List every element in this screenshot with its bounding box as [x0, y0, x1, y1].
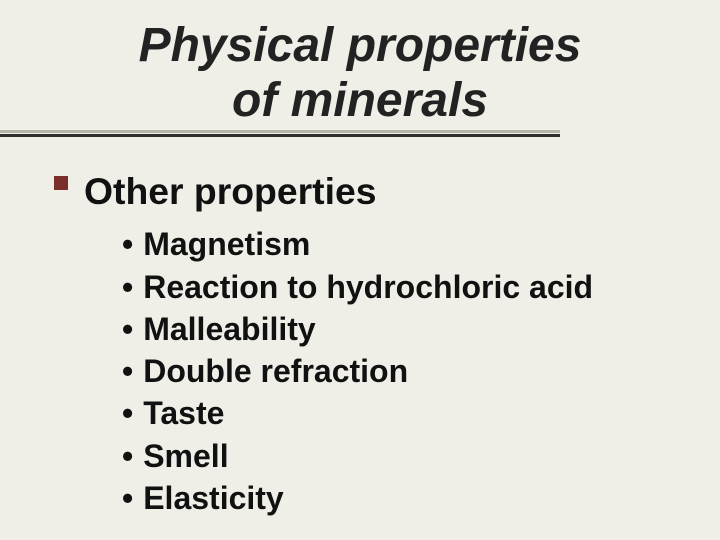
level2-item: •Reaction to hydrochloric acid	[122, 266, 672, 308]
level2-text: Malleability	[143, 308, 316, 350]
bullet-icon: •	[122, 392, 133, 434]
level2-item: •Smell	[122, 435, 672, 477]
slide-title: Physical properties of minerals	[48, 18, 672, 128]
level2-item: •Taste	[122, 392, 672, 434]
divider-line	[0, 134, 560, 137]
level2-text: Taste	[143, 392, 224, 434]
level2-text: Double refraction	[143, 350, 408, 392]
divider-shadow	[0, 130, 560, 133]
level2-list: •Magnetism•Reaction to hydrochloric acid…	[122, 223, 672, 519]
level2-item: •Magnetism	[122, 223, 672, 265]
body-area: Other properties •Magnetism•Reaction to …	[48, 170, 672, 519]
square-bullet-icon	[54, 176, 68, 190]
level2-item: •Double refraction	[122, 350, 672, 392]
slide: Physical properties of minerals Other pr…	[0, 0, 720, 540]
bullet-icon: •	[122, 350, 133, 392]
bullet-icon: •	[122, 223, 133, 265]
bullet-icon: •	[122, 477, 133, 519]
level2-text: Elasticity	[143, 477, 284, 519]
title-line-1: Physical properties	[48, 18, 672, 73]
level2-item: •Elasticity	[122, 477, 672, 519]
level2-item: •Malleability	[122, 308, 672, 350]
title-line-2: of minerals	[48, 73, 672, 128]
level2-text: Reaction to hydrochloric acid	[143, 266, 593, 308]
level2-text: Magnetism	[143, 223, 310, 265]
level1-item: Other properties	[54, 170, 672, 213]
level2-text: Smell	[143, 435, 228, 477]
level1-text: Other properties	[84, 170, 376, 213]
bullet-icon: •	[122, 308, 133, 350]
bullet-icon: •	[122, 266, 133, 308]
bullet-icon: •	[122, 435, 133, 477]
